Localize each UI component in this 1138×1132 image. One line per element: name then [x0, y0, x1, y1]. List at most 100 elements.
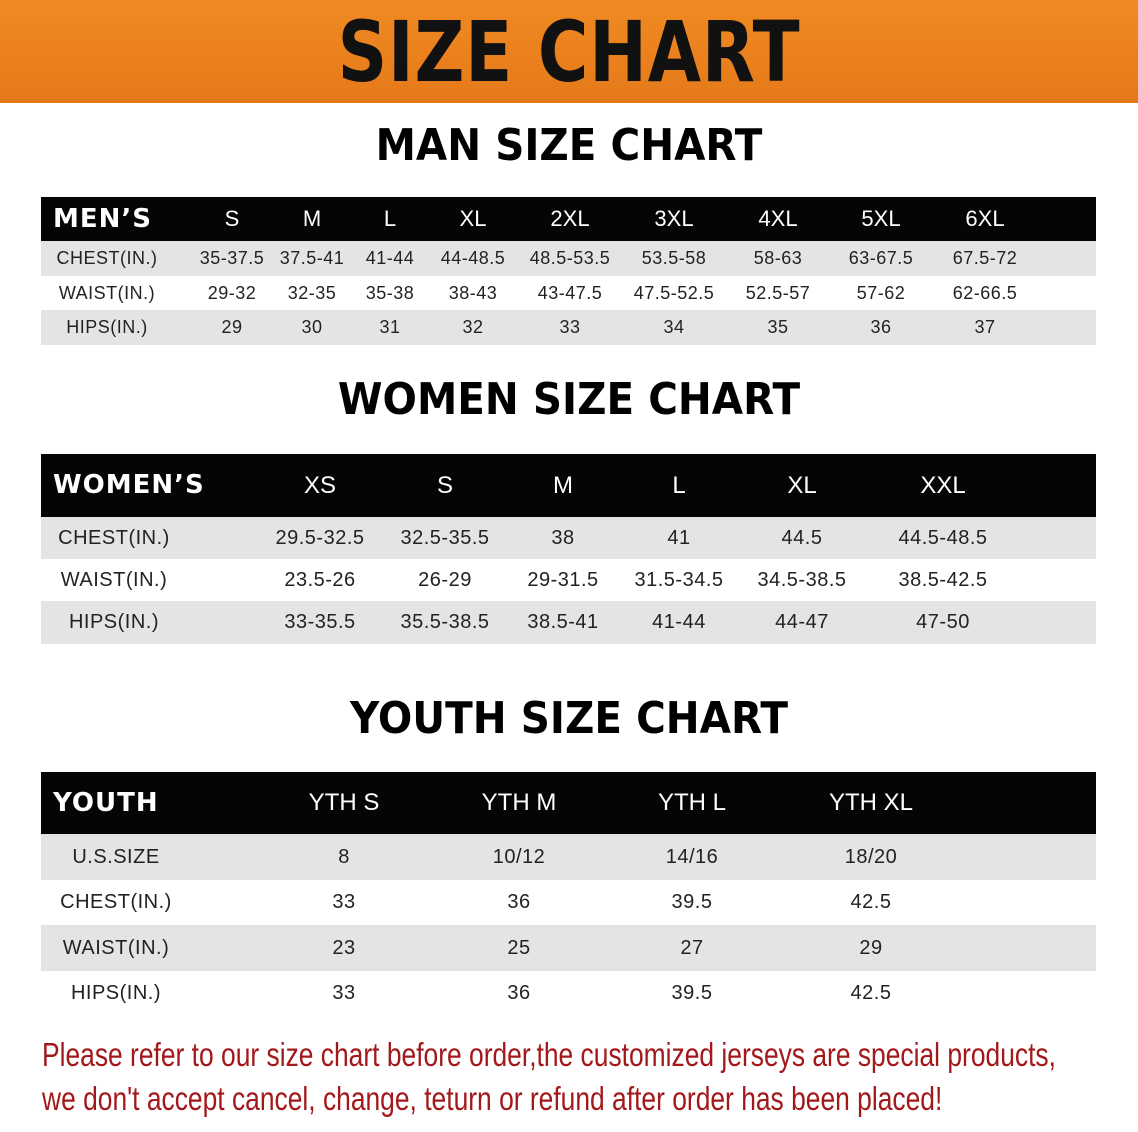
- notice-line-1: Please refer to our size chart before or…: [42, 1036, 1056, 1073]
- column-header: S: [436, 472, 454, 499]
- table-cell: 44.5: [781, 527, 823, 549]
- table-cell: 42.5: [850, 982, 892, 1004]
- table-row: CHEST(IN.) 33 36 39.5 42.5: [41, 880, 1096, 925]
- row-label: HIPS(IN.): [70, 982, 162, 1004]
- table-cell: 38.5-42.5: [898, 569, 988, 591]
- table-cell: 32: [462, 317, 484, 337]
- column-header: YTH L: [657, 789, 727, 816]
- table-header-row: YOUTH YTH S YTH M YTH L YTH XL: [41, 772, 1096, 834]
- table-header-name: WOMEN’S: [53, 470, 205, 500]
- table-cell: 36: [507, 891, 531, 913]
- table-cell: 29-32: [207, 283, 257, 303]
- row-label: HIPS(IN.): [68, 611, 160, 633]
- table-cell: 38.5-41: [527, 611, 599, 633]
- table-cell: 37: [974, 317, 996, 337]
- table-cell: 38: [551, 527, 575, 549]
- table-cell: 29: [221, 317, 243, 337]
- table-cell: 48.5-53.5: [529, 248, 611, 268]
- table-row: HIPS(IN.) 29 30 31 32 33 34 35 36 37: [41, 310, 1096, 345]
- row-label: WAIST(IN.): [58, 283, 156, 303]
- table-row: U.S.SIZE 8 10/12 14/16 18/20: [41, 834, 1096, 880]
- table-header-row: MEN’S S M L XL 2XL 3XL 4XL 5XL 6XL: [41, 197, 1096, 241]
- row-label: CHEST(IN.): [56, 248, 158, 268]
- column-header: L: [383, 206, 397, 231]
- table-cell: 35.5-38.5: [400, 611, 490, 633]
- table-cell: 35: [767, 317, 789, 337]
- table-row: HIPS(IN.) 33-35.5 35.5-38.5 38.5-41 41-44 44-…: [41, 601, 1096, 644]
- table-cell: 35-37.5: [199, 248, 265, 268]
- youth-section-title: YOUTH SIZE CHART: [350, 693, 788, 744]
- row-label: CHEST(IN.): [60, 891, 172, 913]
- table-row: CHEST(IN.) 29.5-32.5 32.5-35.5 38 41 44.5 44.5…: [41, 517, 1096, 559]
- table-cell: 23: [332, 937, 356, 959]
- table-cell: 29-31.5: [527, 569, 599, 591]
- column-header: 3XL: [654, 206, 694, 231]
- column-header: 2XL: [550, 206, 590, 231]
- table-cell: 32.5-35.5: [400, 527, 490, 549]
- table-cell: 67.5-72: [952, 248, 1018, 268]
- table-cell: 41-44: [652, 611, 706, 633]
- table-cell: 29: [859, 937, 883, 959]
- table-cell: 10/12: [492, 846, 546, 868]
- table-cell: 31: [379, 317, 401, 337]
- table-cell: 42.5: [850, 891, 892, 913]
- row-label: CHEST(IN.): [58, 527, 170, 549]
- table-cell: 39.5: [671, 982, 713, 1004]
- table-cell: 58-63: [753, 248, 803, 268]
- table-cell: 31.5-34.5: [634, 569, 724, 591]
- table-cell: 39.5: [671, 891, 713, 913]
- table-cell: 33-35.5: [284, 611, 356, 633]
- table-cell: 43-47.5: [537, 283, 603, 303]
- table-cell: 38-43: [448, 283, 498, 303]
- column-header: XS: [303, 472, 337, 499]
- column-header: XXL: [920, 472, 966, 499]
- table-cell: 63-67.5: [848, 248, 914, 268]
- table-row: WAIST(IN.) 23 25 27 29: [41, 925, 1096, 971]
- notice-line-2: we don't accept cancel, change, teturn o…: [42, 1080, 943, 1117]
- table-cell: 35-38: [365, 283, 415, 303]
- men-section-title: MAN SIZE CHART: [375, 120, 763, 171]
- table-cell: 47-50: [916, 611, 970, 633]
- table-header-row: WOMEN’S XS S M L XL XXL: [41, 454, 1096, 517]
- column-header: 5XL: [861, 206, 901, 231]
- table-cell: 41: [667, 527, 691, 549]
- row-label: WAIST(IN.): [60, 569, 168, 591]
- table-row: HIPS(IN.) 33 36 39.5 42.5: [41, 971, 1096, 1016]
- women-section-title: WOMEN SIZE CHART: [337, 374, 801, 425]
- column-header: L: [672, 472, 686, 499]
- table-row: WAIST(IN.) 23.5-26 26-29 29-31.5 31.5-34.5 34…: [41, 559, 1096, 601]
- table-cell: 44-48.5: [440, 248, 506, 268]
- column-header: YTH XL: [828, 789, 914, 816]
- column-header: YTH S: [308, 789, 380, 816]
- banner-title: SIZE CHART: [337, 3, 801, 101]
- table-cell: 30: [301, 317, 323, 337]
- table-cell: 33: [559, 317, 581, 337]
- column-header: 6XL: [965, 206, 1005, 231]
- table-cell: 62-66.5: [952, 283, 1018, 303]
- table-cell: 8: [338, 846, 350, 868]
- table-header-name: MEN’S: [53, 204, 152, 234]
- table-cell: 26-29: [418, 569, 472, 591]
- table-cell: 32-35: [287, 283, 337, 303]
- table-row: WAIST(IN.) 29-32 32-35 35-38 38-43 43-47.5 47.…: [41, 276, 1096, 310]
- table-cell: 57-62: [856, 283, 906, 303]
- column-header: M: [302, 206, 322, 231]
- table-cell: 34: [663, 317, 685, 337]
- table-cell: 47.5-52.5: [633, 283, 715, 303]
- column-header: YTH M: [481, 789, 557, 816]
- column-header: XL: [459, 206, 487, 231]
- column-header: S: [224, 206, 240, 231]
- table-cell: 41-44: [365, 248, 415, 268]
- table-cell: 36: [507, 982, 531, 1004]
- table-cell: 18/20: [844, 846, 898, 868]
- table-cell: 25: [507, 937, 531, 959]
- table-cell: 33: [332, 982, 356, 1004]
- table-cell: 29.5-32.5: [275, 527, 365, 549]
- table-cell: 33: [332, 891, 356, 913]
- table-cell: 23.5-26: [284, 569, 356, 591]
- column-header: 4XL: [758, 206, 798, 231]
- table-cell: 14/16: [665, 846, 719, 868]
- row-label: U.S.SIZE: [72, 846, 160, 868]
- column-header: XL: [787, 472, 817, 499]
- row-label: HIPS(IN.): [66, 317, 148, 337]
